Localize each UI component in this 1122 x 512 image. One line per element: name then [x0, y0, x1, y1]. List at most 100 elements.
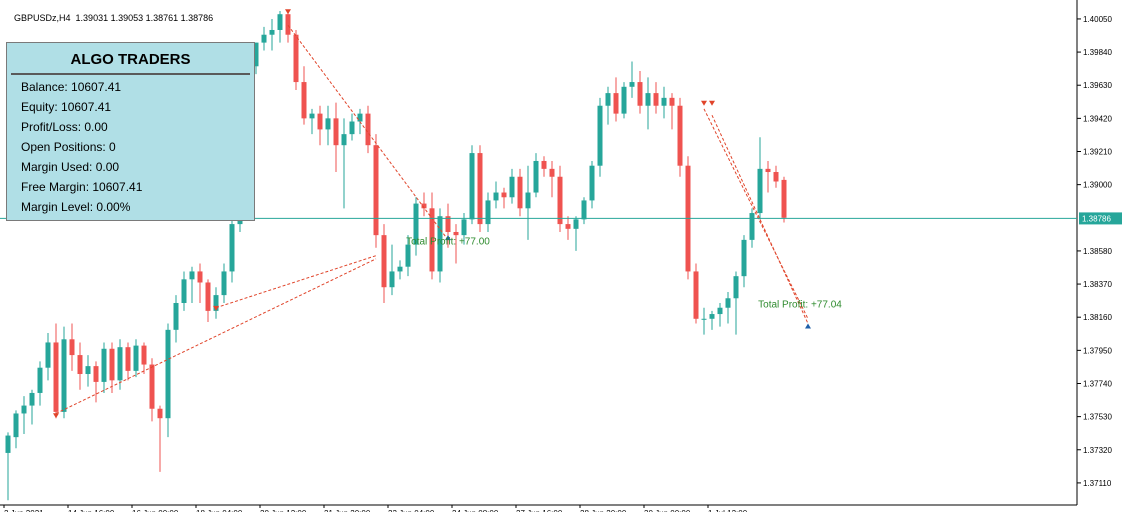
candle-body [453, 231, 459, 236]
candle-body [101, 348, 107, 382]
candle-body [61, 339, 67, 412]
candle-body [557, 176, 563, 225]
candle-body [293, 34, 299, 83]
candle-body [173, 303, 179, 330]
candle-body [181, 279, 187, 303]
candle-body [405, 244, 411, 267]
sell-arrow-icon [709, 100, 715, 106]
candle-body [333, 118, 339, 146]
candle-body [309, 113, 315, 119]
candle-body [317, 113, 323, 130]
candle-body [517, 176, 523, 209]
candle-body [413, 203, 419, 245]
candle-body [389, 271, 395, 288]
candle-body [469, 153, 475, 220]
candle-body [461, 219, 467, 236]
candle-body [149, 364, 155, 409]
candle-body [37, 367, 43, 393]
candle-body [397, 266, 403, 272]
time-tick-label: 24 Jun 08:00 [452, 509, 499, 512]
candle-body [29, 392, 35, 406]
candle-body [757, 168, 763, 214]
candle-body [445, 216, 451, 232]
price-tick-label: 1.38370 [1083, 280, 1112, 289]
candle-body [21, 405, 27, 414]
candle-body [341, 134, 347, 146]
candle-body [493, 192, 499, 201]
price-tick-label: 1.37530 [1083, 413, 1112, 422]
candle-body [485, 200, 491, 225]
candle-body [541, 160, 547, 169]
candle-body [165, 329, 171, 419]
candle-body [725, 298, 731, 308]
balance-row: Balance: 10607.41 [21, 80, 122, 94]
candle-body [85, 366, 91, 375]
candle-body [429, 208, 435, 272]
candle-body [749, 213, 755, 240]
candle-body [77, 355, 83, 375]
symbol-name: GBPUSDz,H4 [14, 13, 71, 23]
sell-arrow-icon [53, 413, 59, 419]
candle-body [325, 118, 331, 130]
trade-lines-layer [55, 24, 809, 414]
candle-body [5, 435, 11, 453]
price-tick-label: 1.39000 [1083, 181, 1112, 190]
candle-body [589, 165, 595, 201]
ohlc-values: 1.39031 1.39053 1.38761 1.38786 [75, 13, 214, 23]
candle-body [189, 271, 195, 280]
candle-body [693, 271, 699, 319]
candle-body [213, 295, 219, 311]
time-tick-label: 30 Jun 00:00 [644, 509, 691, 512]
candle-body [661, 97, 667, 106]
price-tick-label: 1.37740 [1083, 379, 1112, 388]
candle-body [13, 413, 19, 438]
price-tick-label: 1.39420 [1083, 114, 1112, 123]
margin-used-row: Margin Used: 0.00 [21, 160, 120, 174]
candle-body [349, 121, 355, 135]
candle-body [525, 192, 531, 209]
price-tick-label: 1.39840 [1083, 48, 1112, 57]
time-tick-label: 23 Jun 04:00 [388, 509, 435, 512]
candle-body [533, 160, 539, 193]
price-tick-label: 1.37110 [1083, 479, 1112, 488]
equity-row: Equity: 10607.41 [21, 100, 112, 114]
price-axis-labels: 1.40050 1.39840 1.39630 1.39420 1.39210 1.390… [1077, 15, 1112, 488]
candle-body [421, 203, 427, 209]
open-positions-row: Open Positions: 0 [21, 140, 116, 154]
candle-body [285, 14, 291, 35]
time-tick-label: 21 Jun 20:00 [324, 509, 371, 512]
candle-body [565, 224, 571, 229]
candle-body [645, 93, 651, 106]
candle-body [157, 408, 163, 419]
panel-rows: Balance: 10607.41 Equity: 10607.41 Profi… [21, 77, 142, 217]
candle-body [501, 192, 507, 198]
candle-body [629, 82, 635, 87]
time-tick-label: 14 Jun 16:00 [68, 509, 115, 512]
candle-body [45, 342, 51, 368]
candle-body [269, 29, 275, 35]
price-tick-label: 1.39210 [1083, 148, 1112, 157]
candle-body [357, 113, 363, 122]
time-tick-label: 1 Jul 12:00 [708, 509, 748, 512]
candle-body [373, 145, 379, 236]
candle-body [773, 172, 779, 182]
time-tick-label: 27 Jun 16:00 [516, 509, 563, 512]
trade-line [215, 255, 377, 309]
candle-body [605, 93, 611, 106]
candle-body [125, 347, 131, 371]
sell-arrow-icon [285, 9, 291, 15]
buy-arrow-icon [445, 235, 451, 241]
candle-body [573, 219, 579, 229]
candle-body [141, 345, 147, 365]
candle-body [253, 42, 259, 67]
free-margin-row: Free Margin: 10607.41 [21, 180, 143, 194]
price-tick-label: 1.38160 [1083, 313, 1112, 322]
candle-body [477, 153, 483, 225]
candle-body [229, 224, 235, 272]
symbol-header: GBPUSDz,H4 1.39031 1.39053 1.38761 1.387… [4, 3, 213, 33]
candle-body [613, 93, 619, 114]
candle-body [717, 307, 723, 315]
trade-line [711, 114, 809, 324]
profit-loss-row: Profit/Loss: 0.00 [21, 120, 108, 134]
